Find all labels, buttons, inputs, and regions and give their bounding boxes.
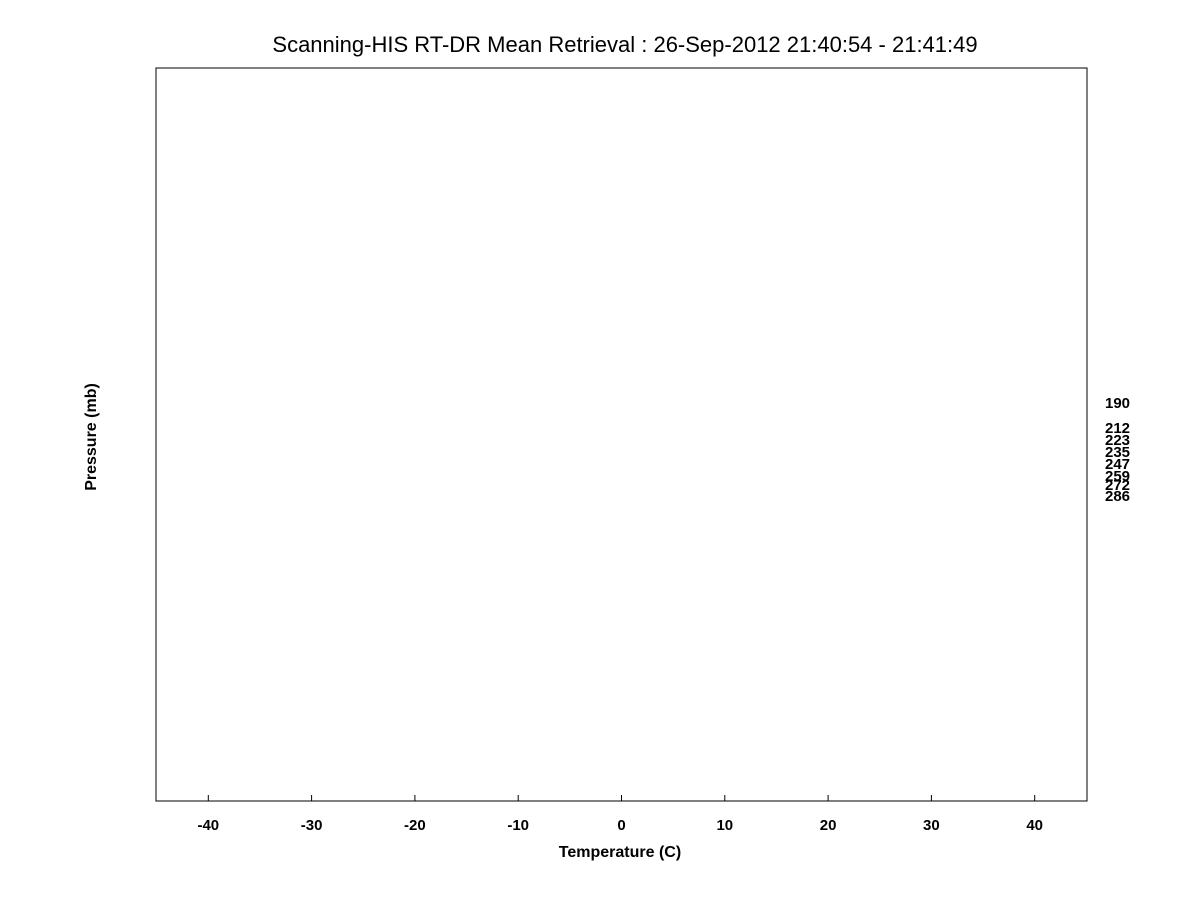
right-label: 272 [1105,477,1130,494]
right-label: 235 [1105,444,1130,461]
x-tick-label: 10 [716,817,733,834]
x-tick-label: 0 [617,817,625,834]
x-tick-label: -40 [197,817,219,834]
right-label: 247 [1105,456,1130,473]
right-label: 259 [1105,468,1130,485]
x-axis-label: Temperature (C) [559,844,681,861]
x-tick-label: -20 [404,817,426,834]
right-label: 190 [1105,395,1130,412]
plot-frame [155,67,1088,802]
y-axis-label: Pressure (mb) [83,383,100,491]
x-axis-ticks: -40 -30 -20 -10 0 10 20 30 40 [197,795,1043,834]
right-label: 212 [1105,420,1130,437]
x-tick-label: -30 [301,817,323,834]
x-tick-label: 30 [923,817,940,834]
chart-title: Scanning-HIS RT-DR Mean Retrieval : 26-S… [272,32,977,57]
x-tick-label: 40 [1026,817,1043,834]
x-tick-label: -10 [507,817,529,834]
x-tick-label: 20 [820,817,837,834]
right-label: 286 [1105,488,1130,505]
right-label: 223 [1105,432,1130,449]
